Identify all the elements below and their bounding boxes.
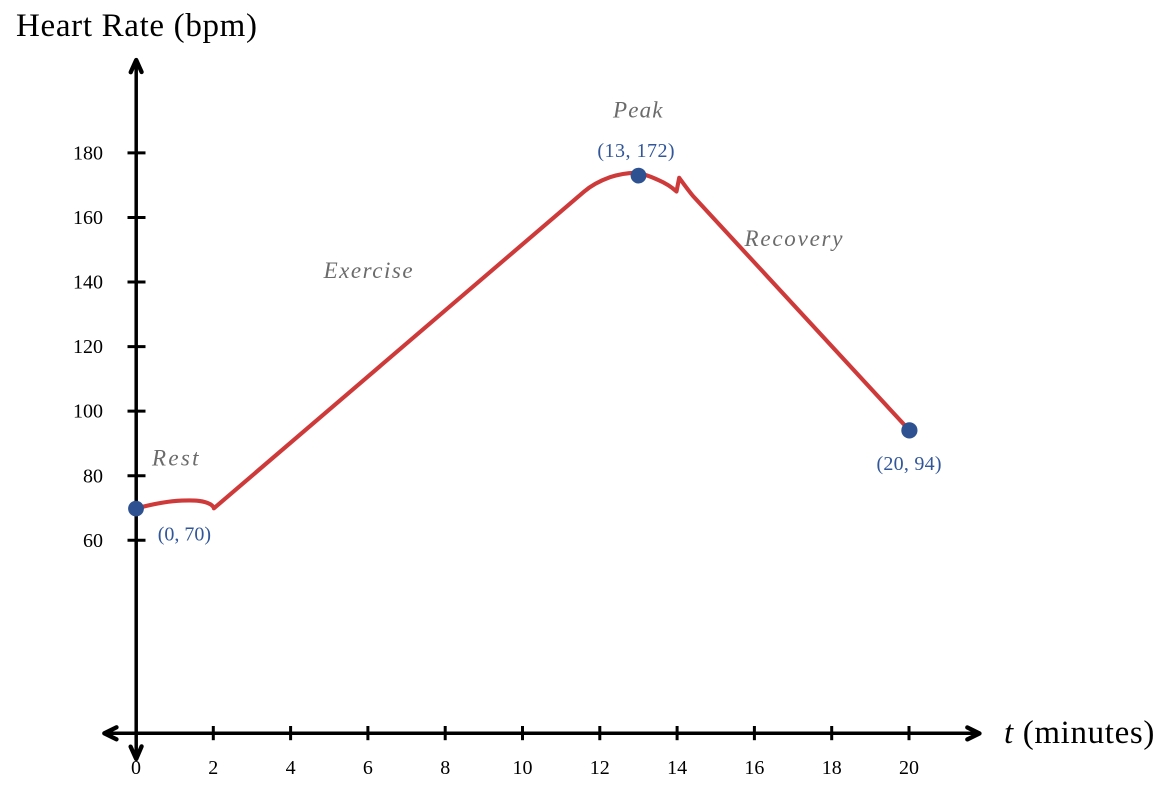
- svg-text:Heart Rate (bpm): Heart Rate (bpm): [16, 8, 257, 44]
- svg-text:18: 18: [822, 757, 842, 779]
- svg-text:Recovery: Recovery: [744, 226, 844, 251]
- svg-text:60: 60: [83, 530, 103, 552]
- svg-text:Exercise: Exercise: [323, 258, 413, 283]
- svg-text:100: 100: [73, 401, 103, 423]
- svg-text:14: 14: [667, 757, 687, 779]
- svg-text:t (minutes): t (minutes): [1004, 715, 1155, 751]
- svg-text:0: 0: [131, 757, 141, 779]
- svg-text:16: 16: [744, 757, 764, 779]
- svg-text:(13, 172): (13, 172): [597, 140, 674, 162]
- svg-text:10: 10: [513, 757, 533, 779]
- svg-text:120: 120: [73, 336, 103, 358]
- svg-text:140: 140: [73, 272, 103, 294]
- svg-text:Rest: Rest: [151, 445, 199, 470]
- svg-text:12: 12: [590, 757, 610, 779]
- svg-text:8: 8: [440, 757, 450, 779]
- svg-text:Peak: Peak: [612, 98, 663, 123]
- svg-text:4: 4: [286, 757, 296, 779]
- svg-text:160: 160: [73, 207, 103, 229]
- svg-text:20: 20: [899, 757, 919, 779]
- svg-text:6: 6: [363, 757, 373, 779]
- svg-text:2: 2: [208, 757, 218, 779]
- svg-text:(20, 94): (20, 94): [877, 453, 942, 475]
- svg-text:80: 80: [83, 465, 103, 487]
- svg-text:180: 180: [73, 143, 103, 165]
- svg-text:(0, 70): (0, 70): [158, 524, 211, 546]
